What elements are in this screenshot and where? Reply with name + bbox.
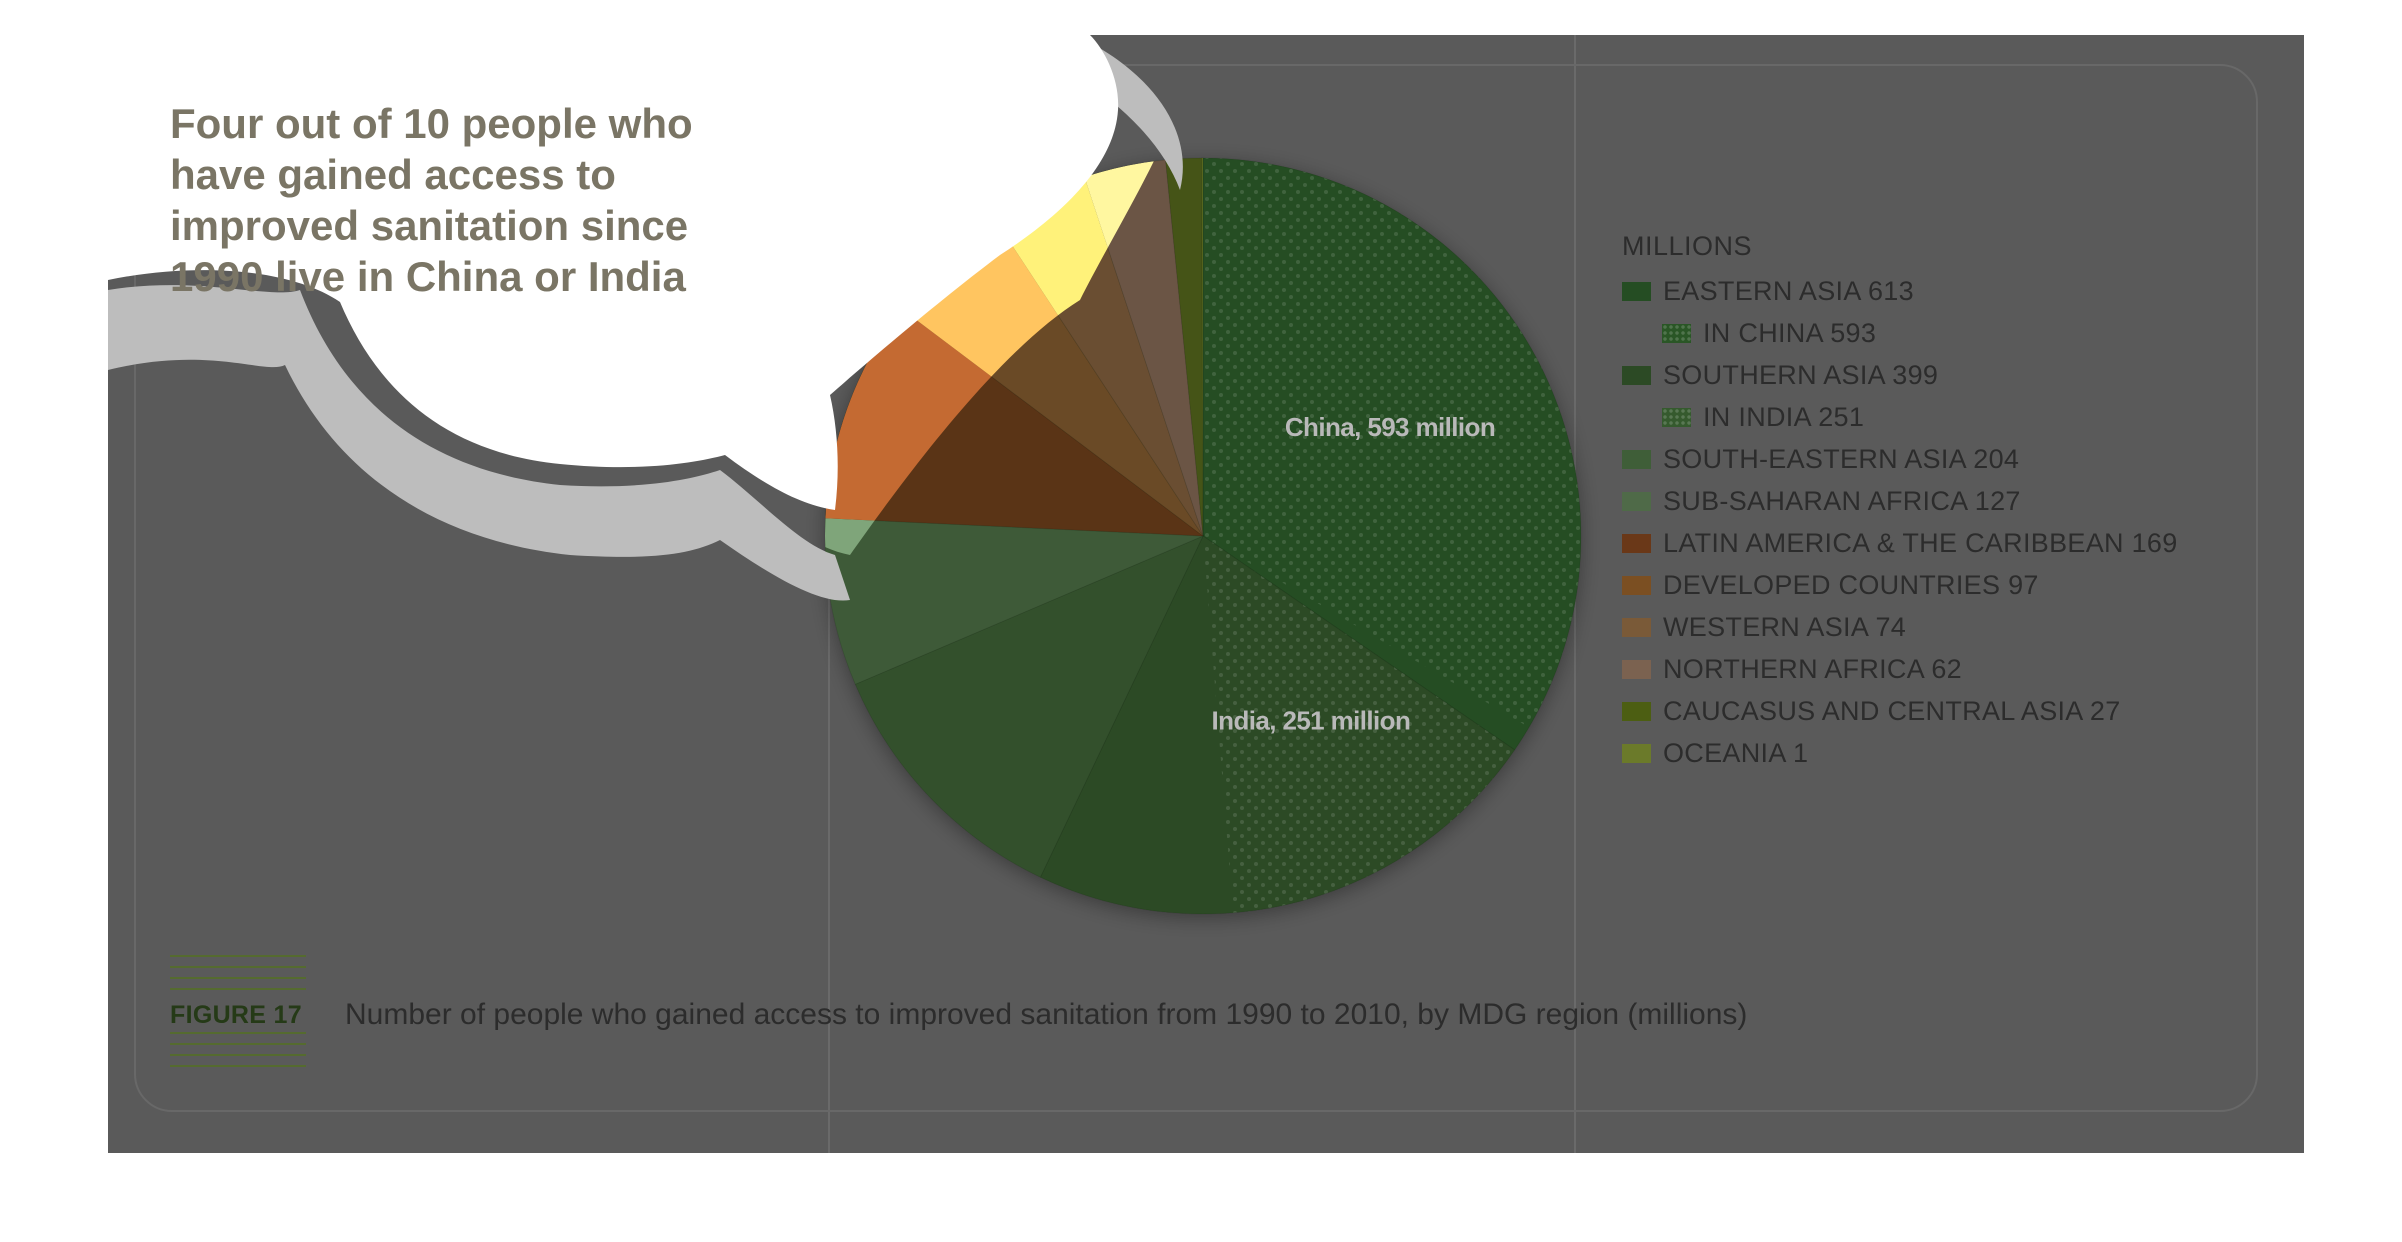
legend-swatch (1662, 407, 1691, 427)
legend-swatch (1622, 659, 1651, 679)
figure-caption-block: FIGURE 17 Number of people who gained ac… (170, 955, 1970, 1075)
legend: MILLIONS EASTERN ASIA 613 IN CHINA 593 SOU… (1622, 228, 2178, 774)
legend-swatch (1662, 323, 1691, 343)
legend-item-sub-saharan-africa: SUB-SAHARAN AFRICA 127 (1622, 480, 2178, 522)
legend-swatch (1622, 491, 1651, 511)
pie-labels: China, 593 million India, 251 million (1212, 412, 1496, 736)
pie-slices (824, 157, 1582, 915)
legend-swatch (1622, 701, 1651, 721)
legend-label: LATIN AMERICA & THE CARIBBEAN 169 (1663, 527, 2178, 558)
pie-subslice-in-china (1203, 158, 1582, 728)
pie-slice-oceania (1201, 157, 1204, 537)
legend-label: CAUCASUS AND CENTRAL ASIA 27 (1663, 695, 2121, 726)
legend-swatch (1622, 365, 1651, 385)
pie-label-in-china: China, 593 million (1285, 412, 1495, 442)
legend-title: MILLIONS (1622, 231, 1753, 261)
legend-swatch (1622, 281, 1651, 301)
legend-swatch (1622, 617, 1651, 637)
legend-label: SOUTH-EASTERN ASIA 204 (1663, 443, 2020, 474)
legend-item-caucasus-and-central-asia: CAUCASUS AND CENTRAL ASIA 27 (1622, 690, 2178, 732)
figure-caption: Number of people who gained access to im… (345, 998, 1748, 1031)
legend-label: DEVELOPED COUNTRIES 97 (1663, 569, 2039, 600)
legend-item-western-asia: WESTERN ASIA 74 (1622, 606, 2178, 648)
legend-item-oceania: OCEANIA 1 (1622, 732, 2178, 774)
legend-item-latin-america-and-the-caribbean: LATIN AMERICA & THE CARIBBEAN 169 (1622, 522, 2178, 564)
inner-frame (134, 64, 2258, 1112)
headline: Four out of 10 people who have gained ac… (170, 100, 693, 300)
cloud-shape (108, 35, 1183, 601)
legend-item-in-china: IN CHINA 593 (1622, 312, 2178, 354)
legend-items: EASTERN ASIA 613 IN CHINA 593 SOUTHERN ASI… (1622, 270, 2178, 774)
pie-slice-south-eastern-asia (854, 535, 1205, 878)
legend-label: SOUTHERN ASIA 399 (1663, 359, 1939, 390)
legend-swatch (1622, 533, 1651, 553)
legend-label: OCEANIA 1 (1663, 737, 1809, 768)
pie-subslice-in-india (1203, 536, 1515, 913)
legend-label: WESTERN ASIA 74 (1663, 611, 1907, 642)
legend-item-eastern-asia: EASTERN ASIA 613 (1622, 270, 2178, 312)
legend-label: EASTERN ASIA 613 (1663, 275, 1914, 306)
legend-swatch (1622, 743, 1651, 763)
legend-label: NORTHERN AFRICA 62 (1663, 653, 1962, 684)
legend-item-southern-asia: SOUTHERN ASIA 399 (1622, 354, 2178, 396)
legend-swatch (1622, 449, 1651, 469)
legend-label: IN INDIA 251 (1703, 401, 1865, 432)
cloud-body (108, 35, 1119, 510)
pie-label-in-india: India, 251 million (1212, 705, 1411, 735)
legend-label: IN CHINA 593 (1703, 317, 1877, 348)
legend-item-south-eastern-asia: SOUTH-EASTERN ASIA 204 (1622, 438, 2178, 480)
cloud-rim (108, 285, 850, 601)
legend-swatch (1622, 575, 1651, 595)
figure-label: FIGURE 17 (170, 998, 306, 1032)
legend-item-developed-countries: DEVELOPED COUNTRIES 97 (1622, 564, 2178, 606)
legend-item-northern-africa: NORTHERN AFRICA 62 (1622, 648, 2178, 690)
legend-label: SUB-SAHARAN AFRICA 127 (1663, 485, 2021, 516)
legend-item-in-india: IN INDIA 251 (1622, 396, 2178, 438)
